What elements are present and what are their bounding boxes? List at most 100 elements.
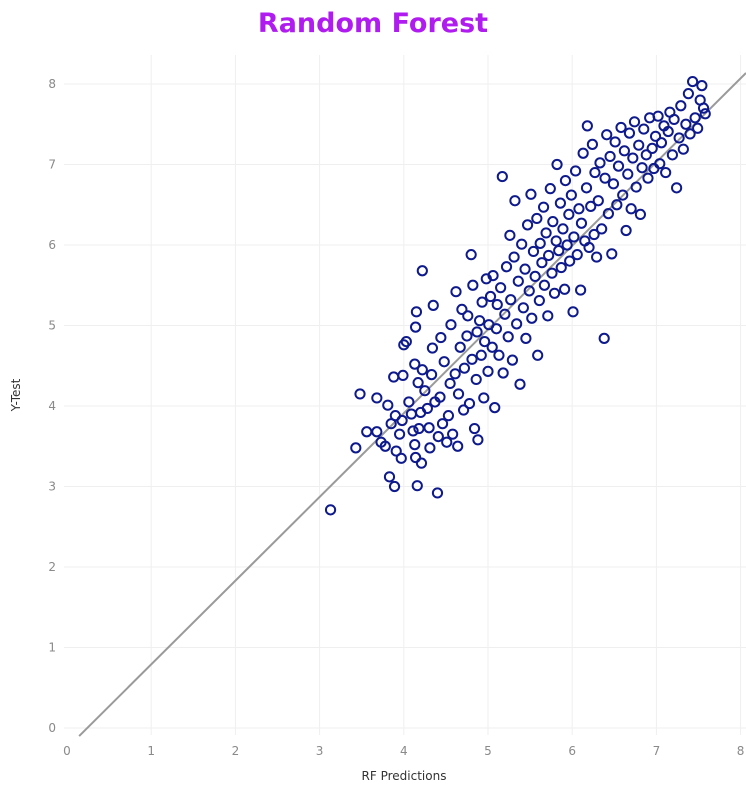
data-point bbox=[382, 399, 394, 411]
data-point bbox=[506, 354, 519, 366]
data-point bbox=[415, 457, 428, 469]
data-point bbox=[692, 122, 704, 134]
data-point bbox=[671, 182, 683, 194]
data-point bbox=[609, 136, 621, 148]
data-point bbox=[646, 142, 658, 154]
data-point bbox=[444, 377, 456, 390]
data-point bbox=[548, 287, 561, 299]
data-point bbox=[495, 282, 507, 294]
data-point bbox=[536, 257, 548, 269]
data-point bbox=[662, 125, 674, 138]
data-point bbox=[532, 349, 544, 361]
data-point bbox=[620, 224, 632, 237]
data-point bbox=[476, 296, 488, 308]
data-point bbox=[628, 116, 641, 128]
x-tick-label: 7 bbox=[653, 744, 661, 758]
data-point bbox=[604, 150, 616, 163]
data-point bbox=[388, 480, 401, 493]
data-point bbox=[592, 195, 604, 207]
data-point bbox=[564, 255, 576, 267]
y-axis-label: Y-Test bbox=[9, 378, 23, 412]
data-point bbox=[416, 265, 428, 277]
data-point bbox=[511, 318, 523, 330]
x-tick-label: 8 bbox=[737, 744, 745, 758]
data-point bbox=[447, 428, 459, 440]
data-point bbox=[640, 149, 652, 161]
data-point bbox=[487, 269, 499, 282]
data-point bbox=[551, 158, 563, 171]
y-tick-label: 7 bbox=[48, 158, 56, 172]
x-tick-label: 3 bbox=[316, 744, 324, 758]
y-tick-label: 5 bbox=[48, 319, 56, 333]
data-point bbox=[540, 227, 552, 239]
data-point bbox=[563, 208, 575, 221]
data-point bbox=[625, 203, 637, 215]
data-point bbox=[393, 428, 406, 440]
data-point bbox=[514, 378, 526, 390]
x-tick-label: 6 bbox=[568, 744, 576, 758]
data-point bbox=[554, 197, 567, 209]
y-tick-label: 8 bbox=[48, 77, 56, 91]
data-point bbox=[410, 306, 423, 318]
data-point bbox=[594, 157, 606, 169]
data-point bbox=[612, 160, 625, 172]
data-point bbox=[591, 251, 603, 263]
data-point bbox=[583, 241, 595, 254]
data-point bbox=[630, 181, 642, 193]
data-point bbox=[586, 138, 599, 150]
data-point bbox=[638, 123, 650, 135]
data-point bbox=[687, 75, 699, 88]
data-point bbox=[622, 168, 634, 180]
data-point bbox=[490, 323, 503, 335]
data-point bbox=[627, 152, 639, 164]
x-tick-label: 4 bbox=[400, 744, 408, 758]
data-point bbox=[470, 373, 482, 386]
data-point bbox=[324, 504, 337, 516]
data-point bbox=[542, 310, 554, 322]
data-point bbox=[555, 261, 567, 274]
data-point bbox=[471, 326, 483, 338]
axis-ticks: 0 1 2 3 4 5 6 7 8 0 1 2 3 4 5 6 7 8 bbox=[48, 77, 744, 758]
data-point bbox=[585, 200, 597, 212]
data-point bbox=[577, 147, 589, 159]
data-point bbox=[463, 397, 476, 410]
data-point bbox=[559, 175, 572, 187]
data-point bbox=[409, 321, 422, 333]
data-point bbox=[496, 170, 508, 183]
data-point bbox=[395, 452, 407, 464]
data-point bbox=[565, 189, 577, 201]
data-point bbox=[383, 471, 396, 483]
data-point bbox=[452, 440, 464, 452]
data-point bbox=[588, 228, 600, 241]
data-point bbox=[559, 283, 571, 295]
data-point bbox=[526, 312, 538, 324]
data-point bbox=[462, 310, 474, 322]
data-point bbox=[684, 128, 696, 140]
data-point bbox=[500, 261, 513, 273]
data-point bbox=[571, 249, 583, 261]
data-point bbox=[527, 245, 540, 258]
data-point bbox=[505, 294, 517, 306]
data-point bbox=[575, 217, 588, 229]
data-points bbox=[324, 75, 711, 516]
data-point bbox=[520, 332, 532, 344]
data-point bbox=[409, 451, 422, 464]
data-point bbox=[666, 149, 678, 161]
data-point bbox=[599, 172, 611, 184]
data-point bbox=[425, 369, 438, 381]
data-point bbox=[409, 358, 421, 370]
data-point bbox=[371, 426, 383, 438]
data-point bbox=[652, 110, 664, 122]
data-point bbox=[601, 129, 613, 141]
data-point bbox=[419, 385, 431, 397]
data-point bbox=[525, 188, 537, 200]
data-point bbox=[569, 165, 582, 177]
data-point bbox=[673, 132, 685, 144]
data-point bbox=[543, 249, 555, 262]
data-point bbox=[458, 362, 471, 374]
data-point bbox=[465, 249, 477, 261]
data-point bbox=[544, 183, 556, 195]
data-point bbox=[654, 158, 666, 170]
data-point bbox=[615, 121, 627, 134]
